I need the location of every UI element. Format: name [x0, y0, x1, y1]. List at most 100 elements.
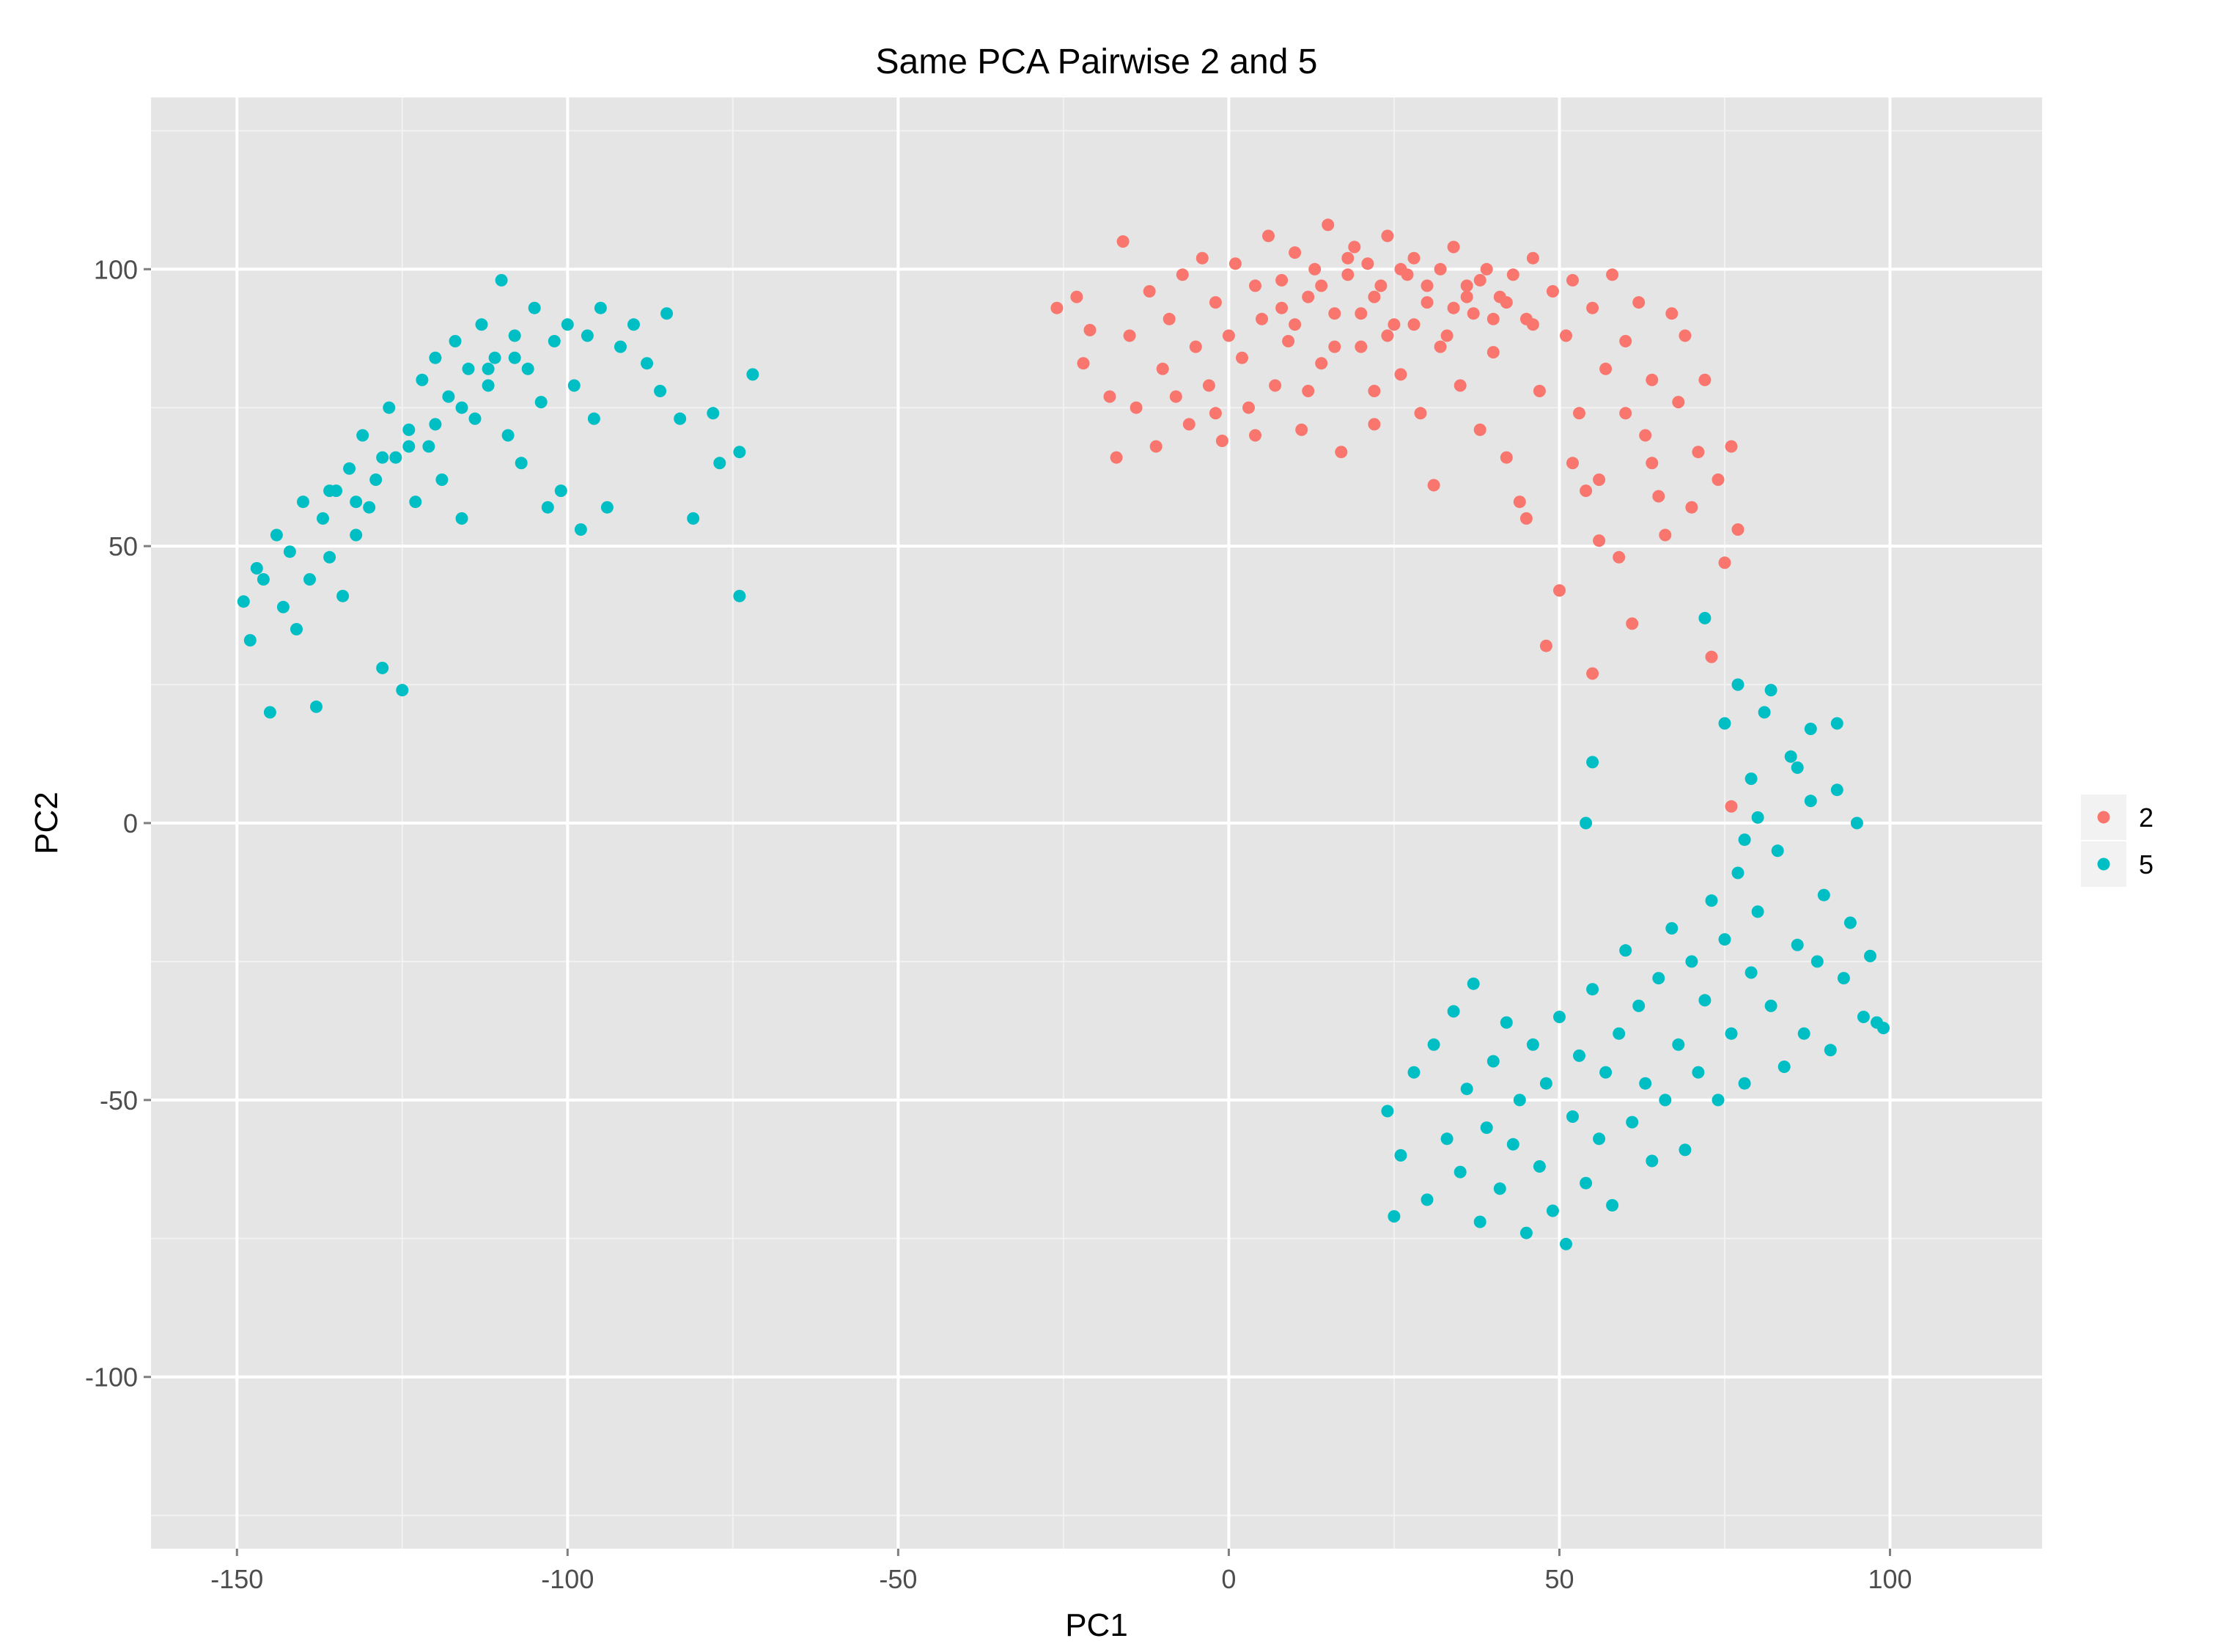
point-5-46 — [541, 501, 554, 514]
point-5-85 — [1460, 1083, 1473, 1096]
point-5-95 — [1526, 1038, 1539, 1051]
x-tick-label-2: -50 — [879, 1564, 917, 1594]
point-2-25 — [1256, 312, 1268, 325]
point-5-105 — [1593, 1132, 1606, 1146]
point-2-34 — [1315, 357, 1328, 370]
point-5-62 — [687, 512, 700, 525]
point-5-61 — [674, 412, 687, 425]
point-5-133 — [1777, 1061, 1791, 1073]
point-2-72 — [1566, 273, 1579, 287]
point-5-93 — [1513, 1094, 1526, 1107]
point-5-41 — [508, 329, 521, 342]
point-5-108 — [1613, 1027, 1626, 1040]
series-2 — [1050, 218, 1744, 813]
point-2-20 — [1222, 329, 1235, 342]
point-2-27 — [1269, 379, 1282, 392]
point-5-91 — [1500, 1016, 1513, 1029]
point-2-63 — [1506, 268, 1519, 281]
point-5-71 — [402, 440, 416, 453]
point-5-40 — [501, 429, 515, 442]
point-5-56 — [614, 340, 627, 353]
point-2-70 — [1553, 584, 1566, 597]
series-5 — [237, 273, 1890, 1250]
point-5-159 — [1830, 717, 1843, 730]
point-5-113 — [1646, 1154, 1659, 1168]
point-5-44 — [528, 301, 541, 314]
x-axis-title: PC1 — [1065, 1607, 1128, 1643]
point-5-120 — [1692, 1066, 1705, 1079]
point-2-11 — [1156, 362, 1169, 375]
point-2-4 — [1103, 390, 1116, 403]
point-5-25 — [402, 423, 416, 436]
point-2-54 — [1447, 240, 1460, 254]
point-2-95 — [1718, 556, 1731, 569]
point-5-70 — [376, 451, 389, 464]
point-2-24 — [1249, 279, 1261, 292]
point-2-92 — [1698, 373, 1712, 386]
point-2-102 — [1275, 301, 1289, 314]
point-2-125 — [1619, 407, 1632, 420]
point-2-66 — [1526, 251, 1539, 265]
point-2-79 — [1613, 550, 1626, 564]
point-5-141 — [1830, 783, 1843, 797]
point-5-23 — [389, 451, 402, 464]
point-5-36 — [475, 318, 488, 331]
point-2-41 — [1361, 257, 1374, 270]
point-2-111 — [1526, 318, 1539, 331]
point-5-18 — [356, 429, 369, 442]
point-2-105 — [1368, 290, 1381, 303]
point-5-135 — [1791, 938, 1804, 951]
point-2-94 — [1712, 473, 1725, 486]
point-5-54 — [594, 301, 607, 314]
point-2-64 — [1513, 495, 1526, 509]
point-2-90 — [1685, 501, 1698, 514]
point-5-24 — [396, 684, 409, 697]
point-2-98 — [1731, 523, 1744, 536]
point-2-87 — [1665, 307, 1679, 320]
point-2-28 — [1275, 273, 1289, 287]
point-5-138 — [1810, 955, 1824, 968]
point-5-60 — [660, 307, 674, 320]
point-5-102 — [1573, 1049, 1585, 1062]
point-2-82 — [1632, 296, 1646, 309]
point-5-112 — [1639, 1077, 1652, 1090]
point-2-107 — [1421, 279, 1434, 292]
point-5-22 — [383, 401, 396, 414]
point-2-49 — [1414, 407, 1427, 420]
point-2-38 — [1341, 268, 1355, 281]
point-5-7 — [283, 545, 296, 558]
point-5-79 — [1407, 1066, 1421, 1079]
point-5-107 — [1606, 1199, 1619, 1212]
point-2-12 — [1163, 312, 1176, 325]
point-5-139 — [1817, 888, 1830, 901]
point-5-11 — [310, 700, 323, 713]
point-2-56 — [1460, 279, 1473, 292]
point-2-3 — [1083, 323, 1097, 336]
point-2-85 — [1652, 490, 1665, 503]
point-2-55 — [1454, 379, 1467, 392]
point-5-78 — [1394, 1148, 1407, 1162]
point-5-26 — [409, 495, 422, 509]
axis-ticks: -150 -100 -50 0 50 100 -100 -50 0 50 100 — [85, 254, 1912, 1594]
point-5-55 — [600, 501, 614, 514]
point-2-116 — [1407, 318, 1421, 331]
point-5-106 — [1599, 1066, 1613, 1079]
point-2-8 — [1130, 401, 1143, 414]
point-5-116 — [1665, 922, 1679, 935]
point-5-42 — [515, 457, 528, 470]
point-2-114 — [1355, 307, 1368, 320]
point-2-101 — [1566, 457, 1579, 470]
point-5-92 — [1506, 1137, 1519, 1151]
point-5-76 — [1388, 1210, 1401, 1223]
point-2-40 — [1355, 340, 1368, 353]
point-2-103 — [1315, 279, 1328, 292]
point-2-122 — [1249, 429, 1261, 442]
point-2-68 — [1539, 639, 1552, 652]
legend-label-2: 2 — [2139, 803, 2154, 833]
point-2-50 — [1421, 296, 1434, 309]
point-2-39 — [1348, 240, 1361, 254]
point-2-29 — [1282, 335, 1295, 347]
point-5-39 — [495, 273, 508, 287]
point-2-48 — [1407, 251, 1421, 265]
point-5-17 — [350, 528, 363, 542]
